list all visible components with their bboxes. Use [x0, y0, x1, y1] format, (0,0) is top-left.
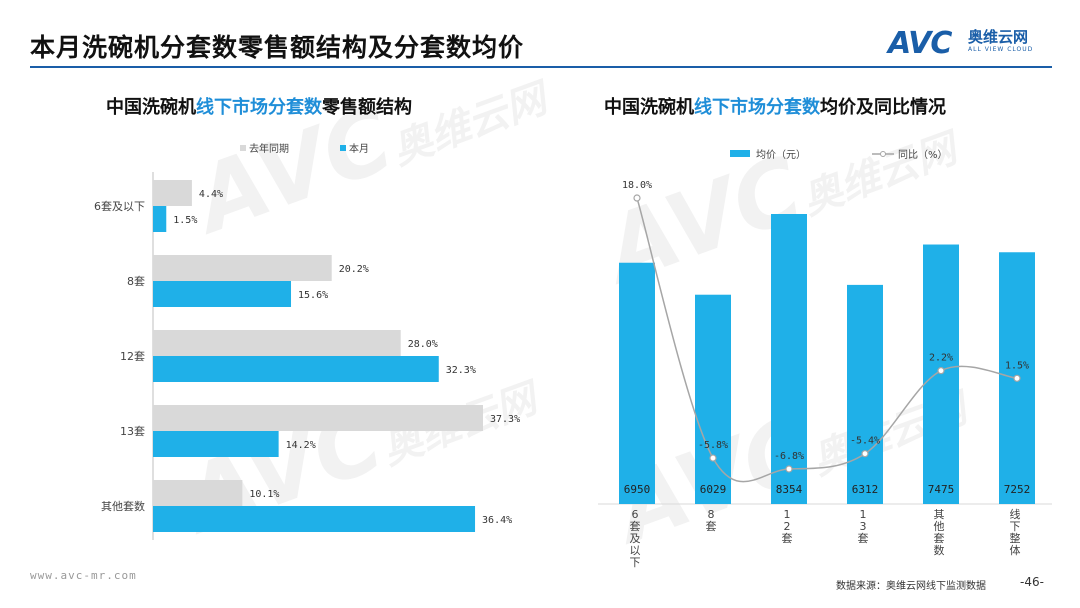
price-value-label: 7252	[1004, 483, 1031, 496]
category-label: 12套	[120, 350, 145, 363]
yoy-point	[633, 194, 641, 202]
category-label: 8套	[127, 275, 145, 288]
yoy-value-label: -5.8%	[698, 440, 728, 451]
bar-value-label: 10.1%	[249, 489, 279, 500]
bar-last-year	[153, 255, 332, 281]
legend-swatch-this-month	[340, 145, 346, 151]
bar-this-month	[153, 431, 279, 457]
price-bar	[923, 244, 959, 504]
bar-value-label: 37.3%	[490, 414, 520, 425]
bar-value-label: 1.5%	[173, 215, 197, 226]
legend-label-last-year: 去年同期	[249, 142, 289, 155]
legend-swatch-last-year	[240, 145, 246, 151]
yoy-value-label: -5.4%	[850, 436, 880, 447]
logo-cn: 奥维云网	[968, 28, 1029, 46]
bar-this-month	[153, 206, 167, 232]
category-label: 其他套数	[934, 508, 945, 557]
bar-value-label: 20.2%	[339, 264, 369, 275]
price-value-label: 8354	[776, 483, 803, 496]
bar-value-label: 14.2%	[286, 440, 316, 451]
left-title-part1: 中国洗碗机	[106, 97, 196, 118]
bar-value-label: 36.4%	[482, 515, 512, 526]
bar-this-month	[153, 506, 476, 532]
title-divider	[30, 66, 1052, 68]
bar-this-month	[153, 281, 292, 307]
bar-last-year	[153, 330, 401, 356]
bar-this-month	[153, 356, 439, 382]
price-value-label: 7475	[928, 483, 955, 496]
bar-value-label: 4.4%	[199, 189, 223, 200]
logo-en: ALL VIEW CLOUD	[968, 46, 1034, 53]
right-chart-title: 中国洗碗机线下市场分套数均价及同比情况	[604, 93, 946, 119]
price-bar	[771, 214, 807, 504]
yoy-line	[636, 197, 1018, 483]
price-bar	[847, 284, 883, 504]
legend-marker-yoy	[880, 151, 886, 157]
left-legend: 去年同期 本月	[240, 142, 369, 155]
bar-last-year	[153, 480, 243, 506]
legend-label-avg-price: 均价（元）	[756, 149, 806, 161]
yoy-value-label: 2.2%	[929, 353, 953, 364]
logo-mark: AVC	[888, 26, 952, 61]
price-value-label: 6312	[852, 483, 879, 496]
yoy-value-label: 18.0%	[622, 180, 652, 191]
price-bar	[695, 294, 731, 504]
yoy-value-label: -6.8%	[774, 451, 804, 462]
yoy-point	[937, 367, 945, 375]
left-title-part3: 零售额结构	[322, 97, 412, 118]
footer-source: 数据来源：奥维云网线下监测数据	[836, 581, 986, 592]
price-value-label: 6950	[624, 483, 651, 496]
footer-url: www.avc-mr.com	[30, 569, 137, 582]
category-label: 其他套数	[101, 500, 145, 513]
bar-value-label: 28.0%	[408, 339, 438, 350]
yoy-value-label: 1.5%	[1005, 360, 1029, 371]
right-title-part3: 均价及同比情况	[820, 97, 946, 118]
legend-swatch-avg-price	[730, 150, 750, 157]
category-label: 13套	[120, 425, 145, 438]
right-legend: 均价（元） 同比（%）	[730, 149, 948, 161]
price-value-label: 6029	[700, 483, 727, 496]
avc-logo: AVC 奥维云网 ALL VIEW CLOUD	[888, 26, 1058, 61]
right-title-part2: 线下市场分套数	[694, 97, 820, 118]
left-chart-title: 中国洗碗机线下市场分套数零售额结构	[106, 93, 412, 119]
right-title-part1: 中国洗碗机	[604, 97, 694, 118]
category-label: 线下整体	[1010, 507, 1021, 557]
page-number: -46-	[1020, 575, 1044, 589]
yoy-point	[709, 454, 717, 462]
category-label: 6套及以下	[94, 200, 145, 213]
bar-last-year	[153, 405, 483, 431]
legend-label-this-month: 本月	[349, 142, 369, 155]
page-title: 本月洗碗机分套数零售额结构及分套数均价	[30, 33, 525, 62]
bar-last-year	[153, 180, 192, 206]
yoy-point	[1013, 374, 1021, 382]
yoy-point	[861, 450, 869, 458]
price-bar	[619, 262, 655, 504]
bar-value-label: 32.3%	[446, 365, 476, 376]
left-title-part2: 线下市场分套数	[196, 97, 322, 118]
bar-value-label: 15.6%	[298, 290, 328, 301]
legend-label-yoy: 同比（%）	[898, 149, 948, 161]
yoy-point	[785, 465, 793, 473]
